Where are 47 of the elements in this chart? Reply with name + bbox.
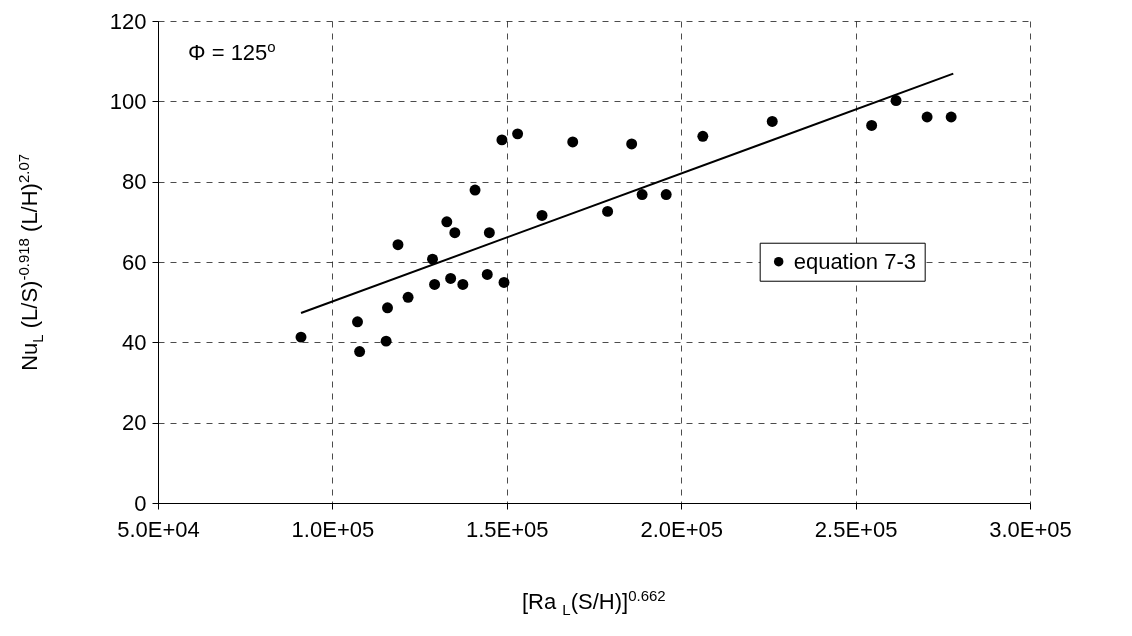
x-tick-label: 1.5E+05: [466, 516, 549, 542]
point: [445, 273, 457, 284]
point: [636, 189, 648, 200]
legend-label: equation 7-3: [793, 248, 917, 274]
x-tick-label: 1.0E+05: [291, 516, 375, 542]
point: [496, 134, 508, 146]
point: [890, 95, 902, 106]
point: [567, 136, 579, 148]
y-tick-label: 80: [122, 169, 147, 195]
point: [295, 331, 307, 343]
point: [498, 277, 510, 288]
point: [449, 227, 461, 239]
y-tick-label: 40: [122, 329, 147, 355]
point: [441, 216, 453, 228]
point: [660, 189, 672, 200]
point: [380, 335, 392, 347]
point: [766, 115, 778, 127]
x-tick-label: 2.5E+05: [814, 516, 898, 542]
point: [392, 239, 404, 251]
point: [429, 279, 441, 290]
x-tick-label: 3.0E+05: [989, 516, 1072, 542]
point: [697, 130, 709, 142]
point: [427, 253, 438, 265]
y-tick-label: 100: [109, 88, 147, 114]
x-axis-title: [Ra $_{L}$(S/H)]$^{0.662}$: [522, 587, 666, 618]
point: [626, 138, 638, 150]
y-tick-label: 120: [109, 8, 147, 34]
y-tick-label: 0: [134, 490, 147, 516]
point: [483, 227, 495, 239]
point: [382, 302, 393, 314]
point: [512, 128, 524, 140]
point: [536, 209, 548, 221]
point: [866, 119, 878, 131]
point: [352, 316, 363, 328]
point: [481, 268, 493, 280]
point: [402, 291, 414, 303]
y-tick-label: 60: [122, 249, 147, 275]
point: [457, 279, 469, 290]
point: [469, 184, 481, 196]
annotation: Φ = 125$^{o}$: [188, 38, 276, 66]
point: [602, 205, 614, 217]
point: [354, 346, 366, 358]
point: [921, 111, 933, 123]
x-tick-label: 2.0E+05: [640, 516, 723, 542]
y-tick-label: 20: [122, 410, 147, 436]
point: [945, 111, 957, 123]
x-tick-label: 5.0E+04: [117, 516, 200, 542]
